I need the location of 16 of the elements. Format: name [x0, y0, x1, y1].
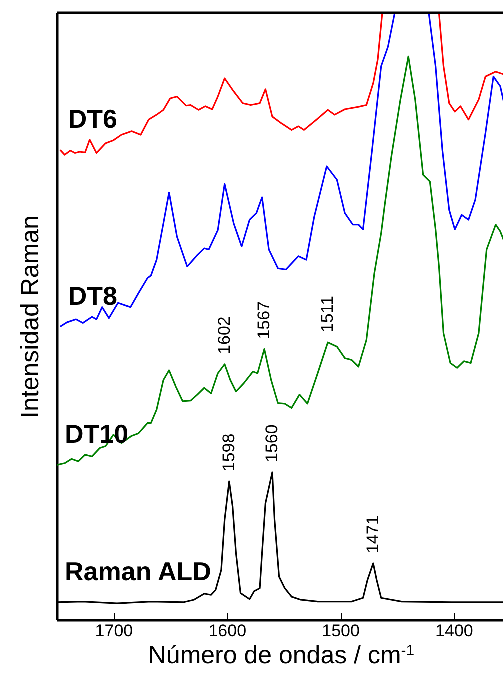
x-tick-label: 1600: [208, 622, 247, 640]
x-tick-label: 1400: [436, 622, 474, 640]
y-axis-title: Intensidad Raman: [16, 216, 44, 418]
annotation: 1598: [219, 434, 238, 472]
series-label: Raman ALD: [65, 556, 212, 586]
series-label: DT10: [65, 419, 129, 450]
annotation: 1567: [254, 301, 274, 340]
annotation: 1471: [363, 516, 382, 554]
x-axis-title: Número de ondas / cm$^{-1}$: [148, 642, 415, 670]
annotation: 1602: [214, 316, 234, 354]
annotation: 1560: [262, 424, 282, 462]
x-tick-label: 1700: [95, 622, 134, 640]
x-tick-label: 1500: [322, 622, 360, 640]
annotation: 1511: [318, 296, 338, 333]
series-label: DT6: [68, 104, 118, 134]
series-label: DT8: [68, 280, 118, 311]
